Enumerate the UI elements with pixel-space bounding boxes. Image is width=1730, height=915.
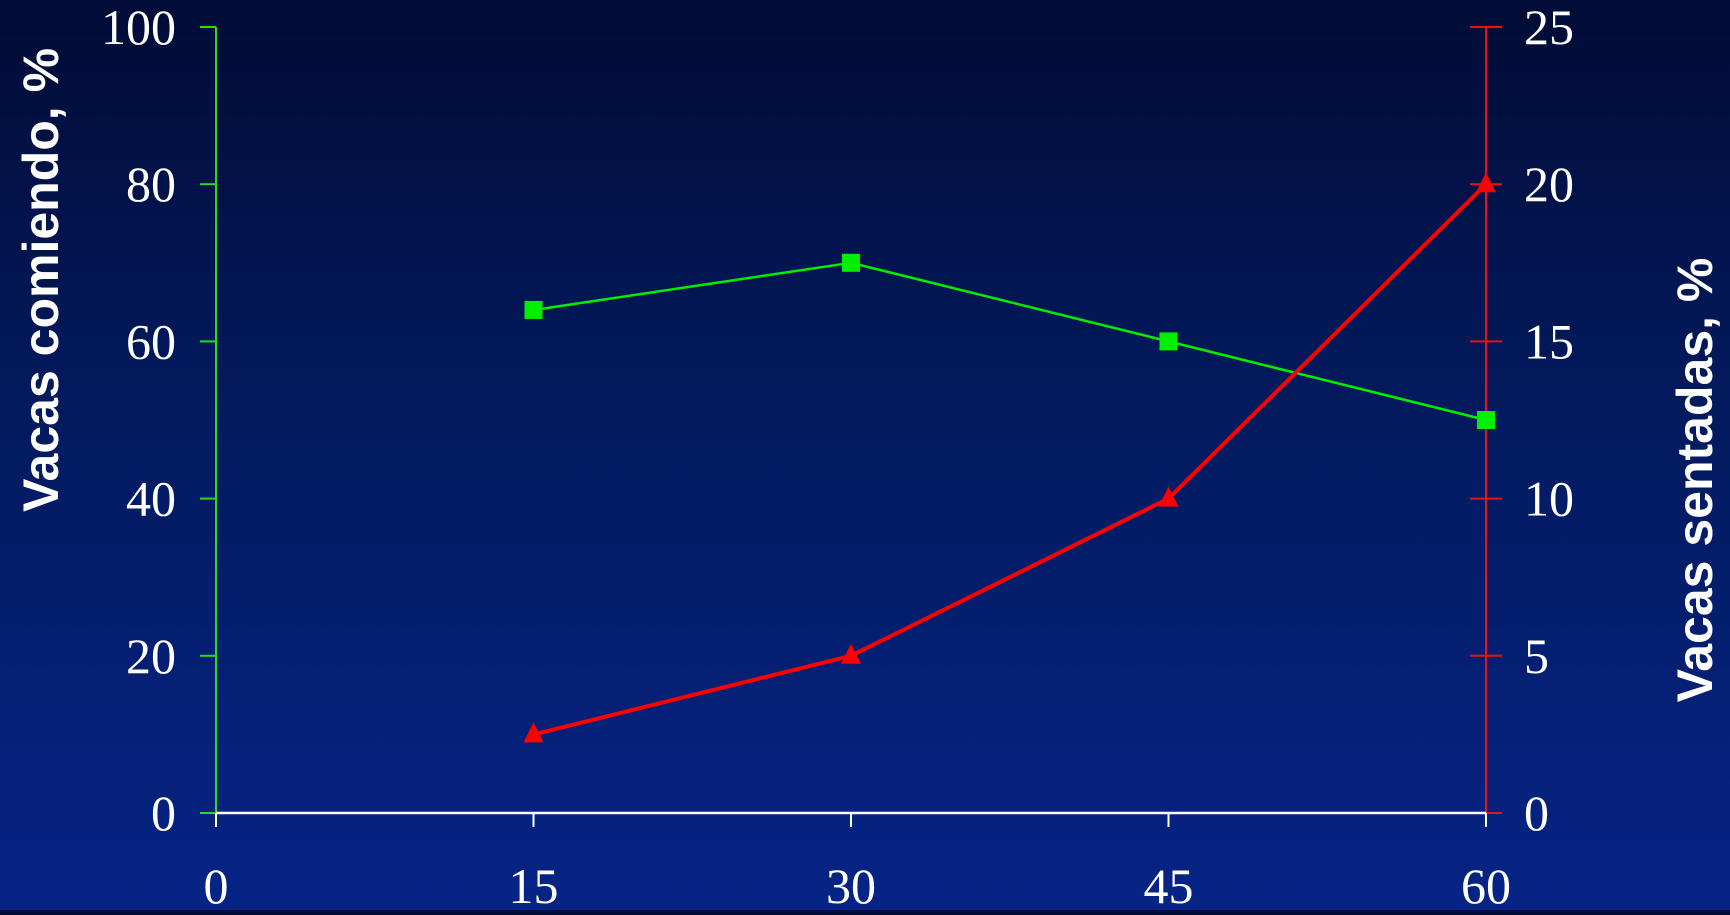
right-tick-label: 20 [1524, 156, 1574, 212]
right-tick-label: 15 [1524, 313, 1574, 369]
triangle-point [523, 722, 544, 743]
x-tick-label: 30 [826, 858, 876, 910]
triangle-point [841, 643, 861, 664]
triangle-point [1158, 486, 1179, 507]
square-point [1159, 332, 1178, 351]
square-point [524, 300, 543, 319]
x-tick-label: 60 [1461, 858, 1511, 910]
x-tick-label: 15 [509, 858, 559, 910]
right-tick-label: 5 [1524, 628, 1549, 684]
square-point [1477, 411, 1495, 429]
left-tick-label: 100 [101, 0, 176, 55]
left-tick-label: 60 [126, 313, 176, 369]
right-tick-label: 25 [1524, 0, 1574, 55]
right-axis-title: Vacas sentadas, % [1667, 258, 1723, 703]
series-2-line [533, 182, 1488, 737]
right-tick-label: 0 [1524, 785, 1549, 841]
left-tick-label: 40 [126, 471, 176, 527]
x-tick-label: 45 [1144, 858, 1194, 910]
left-tick-label: 0 [151, 785, 176, 841]
square-point [842, 253, 860, 272]
x-tick-label: 0 [204, 858, 229, 910]
series-1-line [533, 261, 1487, 422]
left-tick-label: 20 [126, 628, 176, 684]
right-tick-label: 10 [1524, 471, 1574, 527]
triangle-point [1476, 172, 1496, 193]
left-tick-label: 80 [126, 156, 176, 212]
left-axis-title: Vacas comiendo, % [13, 48, 69, 512]
